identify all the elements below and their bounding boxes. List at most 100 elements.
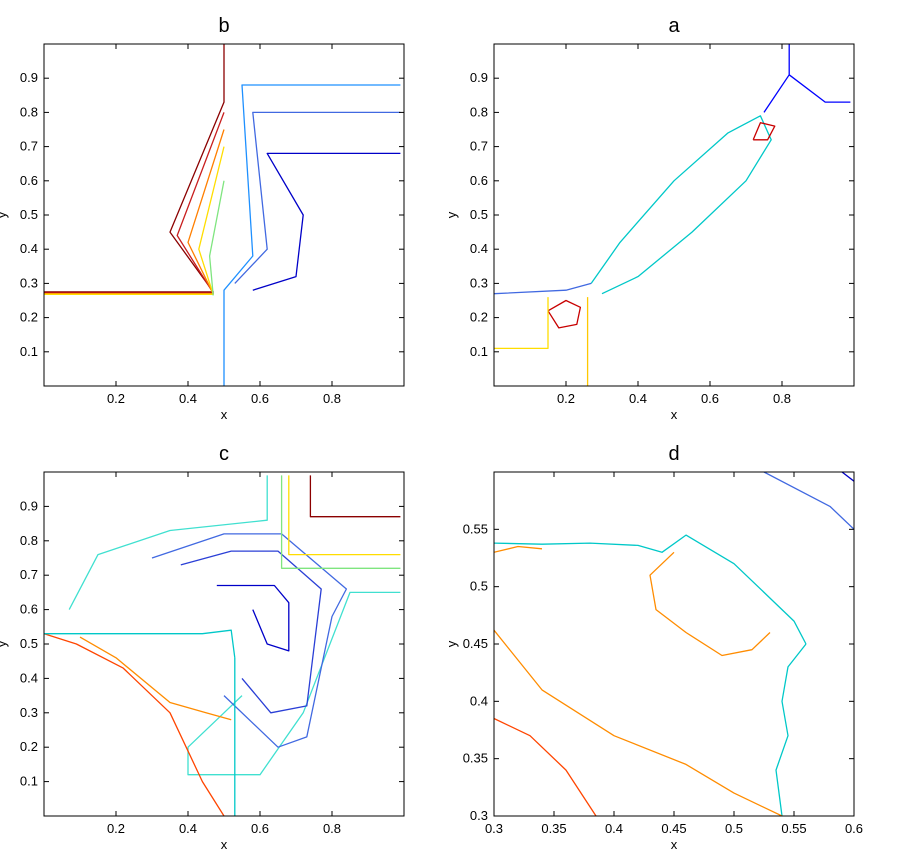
- x-tick-label: 0.8: [323, 391, 341, 406]
- y-tick-label: 0.1: [470, 344, 488, 359]
- contour-interface-horizontal: [44, 629, 236, 658]
- y-tick-label: 0.6: [470, 173, 488, 188]
- y-tick-label: 0.4: [470, 241, 488, 256]
- contour-blue-upper-right: [763, 472, 854, 530]
- contour-top-left-lines: [494, 282, 592, 295]
- y-tick-label: 0.2: [20, 310, 38, 325]
- x-axis-label: x: [221, 407, 228, 422]
- x-tick-label: 0.6: [845, 821, 863, 836]
- y-tick-label: 0.9: [470, 70, 488, 85]
- y-tick-label: 0.9: [20, 70, 38, 85]
- x-tick-label: 0.8: [323, 821, 341, 836]
- contour-contour-high-1: [44, 44, 225, 293]
- x-axis-label: x: [671, 837, 678, 852]
- contour-contour-high-2: [44, 112, 225, 294]
- chart-panel-c: c 0.2 0.4 0.6 0.8 0.1 0.2 0.3 0.4 0.5 0.6 0.7 0.8 0.9…: [0, 443, 405, 852]
- y-axis-label: y: [444, 211, 459, 218]
- chart-panel-a: a 0.2 0.4 0.6 0.8 0.1 0.2 0.3 0.4 0.5 0.6 0.7 0.8 0.9…: [444, 15, 855, 422]
- x-tick-label: 0.2: [107, 391, 125, 406]
- x-axis-label: x: [221, 837, 228, 852]
- y-axis-label: y: [444, 640, 459, 647]
- y-tick-label: 0.9: [20, 498, 38, 513]
- contour-shock-top-right: [788, 44, 851, 103]
- contour-blue-loop-2: [180, 550, 322, 714]
- y-tick-label: 0.3: [20, 275, 38, 290]
- x-tick-label: 0.6: [251, 821, 269, 836]
- contour-vortex-top-right: [752, 122, 776, 141]
- y-tick-label: 0.4: [470, 693, 488, 708]
- y-tick-label: 0.8: [470, 104, 488, 119]
- contour-blue-loop-1: [151, 533, 348, 748]
- y-tick-label: 0.4: [20, 241, 38, 256]
- contour-top-right-steps-red: [309, 475, 401, 518]
- y-tick-label: 0.7: [470, 139, 488, 154]
- y-tick-label: 0.3: [470, 808, 488, 823]
- contour-interface-top: [494, 534, 807, 645]
- y-tick-label: 0.5: [20, 636, 38, 651]
- x-tick-label: 0.35: [541, 821, 566, 836]
- y-tick-label: 0.5: [20, 207, 38, 222]
- y-tick-label: 0.5: [470, 207, 488, 222]
- contour-blue-upper-right-dark: [841, 472, 854, 482]
- x-tick-label: 0.2: [557, 391, 575, 406]
- y-tick-label: 0.3: [470, 275, 488, 290]
- series-group: [44, 44, 401, 386]
- contour-orange-top-left: [494, 545, 543, 553]
- contour-contour-low-1: [223, 84, 401, 386]
- chart-title-b: b: [218, 15, 229, 37]
- y-axis-label: y: [0, 640, 9, 647]
- contour-top-right-steps-yellow: [288, 475, 401, 556]
- contour-contour-mid-3: [208, 180, 225, 296]
- contour-interface-right: [775, 643, 807, 816]
- y-tick-label: 0.2: [20, 739, 38, 754]
- y-tick-label: 0.6: [20, 602, 38, 617]
- y-tick-label: 0.4: [20, 670, 38, 685]
- chart-panel-d: d 0.3 0.35 0.4 0.45 0.5 0.55 0.6 0.3 0.35 0.4 0.45 0…: [444, 443, 863, 852]
- x-tick-label: 0.45: [661, 821, 686, 836]
- x-tick-label: 0.4: [605, 821, 623, 836]
- y-tick-label: 0.1: [20, 774, 38, 789]
- chart-title-d: d: [668, 443, 679, 465]
- series-group: [494, 44, 851, 386]
- contour-outer-cyan-lower: [187, 591, 401, 776]
- contour-contour-mid-2: [44, 146, 225, 295]
- contour-orange-mid: [79, 636, 232, 721]
- x-axis-label: x: [671, 407, 678, 422]
- contour-orange-inner: [494, 629, 783, 816]
- chart-title-c: c: [219, 443, 229, 465]
- x-tick-label: 0.2: [107, 821, 125, 836]
- y-tick-label: 0.7: [20, 139, 38, 154]
- x-tick-label: 0.8: [773, 391, 791, 406]
- y-tick-label: 0.6: [20, 173, 38, 188]
- y-tick-label: 0.2: [470, 310, 488, 325]
- x-tick-label: 0.4: [179, 391, 197, 406]
- contour-vortex-bottom-left: [547, 299, 582, 329]
- x-tick-label: 0.5: [725, 821, 743, 836]
- chart-title-a: a: [668, 15, 680, 37]
- y-tick-label: 0.45: [463, 636, 488, 651]
- y-tick-label: 0.8: [20, 104, 38, 119]
- x-tick-label: 0.4: [179, 821, 197, 836]
- chart-panel-b: b 0.2 0.4 0.6 0.8 0.1 0.2 0.3 0.4 0.5 0.6 0.7 0.8 0.9…: [0, 15, 405, 422]
- y-tick-label: 0.3: [20, 705, 38, 720]
- y-tick-label: 0.7: [20, 567, 38, 582]
- x-tick-label: 0.3: [485, 821, 503, 836]
- y-tick-label: 0.5: [470, 579, 488, 594]
- series-group: [44, 475, 401, 816]
- contour-top-right-steps-green: [280, 475, 401, 569]
- x-tick-label: 0.55: [781, 821, 806, 836]
- contour-orange-blob: [649, 551, 771, 657]
- contour-contour-low-2: [234, 111, 401, 284]
- contour-outer-cyan: [68, 475, 268, 610]
- y-axis-label: y: [0, 211, 9, 218]
- x-tick-label: 0.6: [701, 391, 719, 406]
- y-tick-label: 0.35: [463, 751, 488, 766]
- contour-ellipse-boundary: [590, 115, 772, 295]
- x-tick-label: 0.4: [629, 391, 647, 406]
- contour-shock-diagonal: [763, 74, 790, 113]
- y-tick-label: 0.8: [20, 533, 38, 548]
- plot-frame: [493, 471, 855, 817]
- y-tick-label: 0.55: [463, 521, 488, 536]
- contour-red-lower: [494, 717, 597, 816]
- y-tick-label: 0.1: [20, 344, 38, 359]
